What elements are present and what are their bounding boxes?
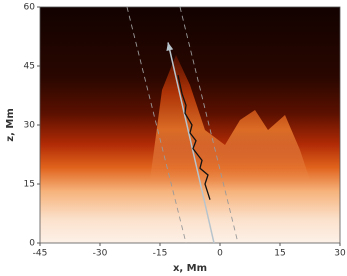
- dashed-line: [126, 6, 187, 244]
- trajectory: [177, 74, 211, 200]
- y-tick-label: 60: [24, 3, 36, 13]
- y-tick-label: 45: [24, 62, 35, 72]
- x-tick-label: -30: [93, 249, 108, 259]
- y-tick-label: 0: [29, 239, 35, 249]
- x-tick-label: -15: [153, 249, 168, 259]
- x-tick-label: 0: [217, 249, 223, 259]
- arrow-head: [166, 42, 174, 51]
- y-tick-label: 15: [24, 180, 35, 190]
- dashed-line: [179, 6, 239, 244]
- y-axis-title: z, Mm: [5, 108, 16, 141]
- arrow-line: [167, 42, 215, 244]
- x-tick-label: 30: [334, 249, 346, 259]
- x-tick-label: 15: [274, 249, 285, 259]
- y-tick-label: 30: [24, 121, 36, 131]
- heatmap: [40, 7, 340, 243]
- x-axis-title: x, Mm: [173, 263, 207, 274]
- x-tick-label: -45: [33, 249, 48, 259]
